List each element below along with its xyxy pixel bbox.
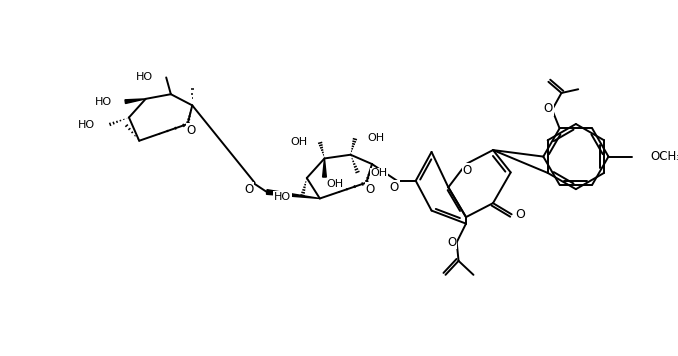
Polygon shape	[323, 158, 326, 177]
Polygon shape	[266, 190, 320, 199]
Text: HO: HO	[136, 72, 153, 83]
Text: OH: OH	[291, 137, 308, 147]
Text: O: O	[462, 164, 472, 177]
Text: HO: HO	[274, 192, 291, 201]
Text: O: O	[447, 236, 457, 249]
Text: HO: HO	[78, 120, 96, 130]
Text: OCH₃: OCH₃	[650, 150, 678, 163]
Polygon shape	[125, 99, 146, 104]
Text: O: O	[390, 181, 399, 194]
Text: OH: OH	[370, 168, 387, 178]
Text: O: O	[186, 124, 196, 137]
Text: O: O	[365, 183, 375, 196]
Text: O: O	[515, 208, 525, 221]
Text: O: O	[245, 183, 254, 196]
Text: HO: HO	[95, 96, 112, 107]
Text: O: O	[544, 102, 553, 115]
Text: OH: OH	[367, 133, 384, 143]
Text: OH: OH	[326, 179, 344, 189]
